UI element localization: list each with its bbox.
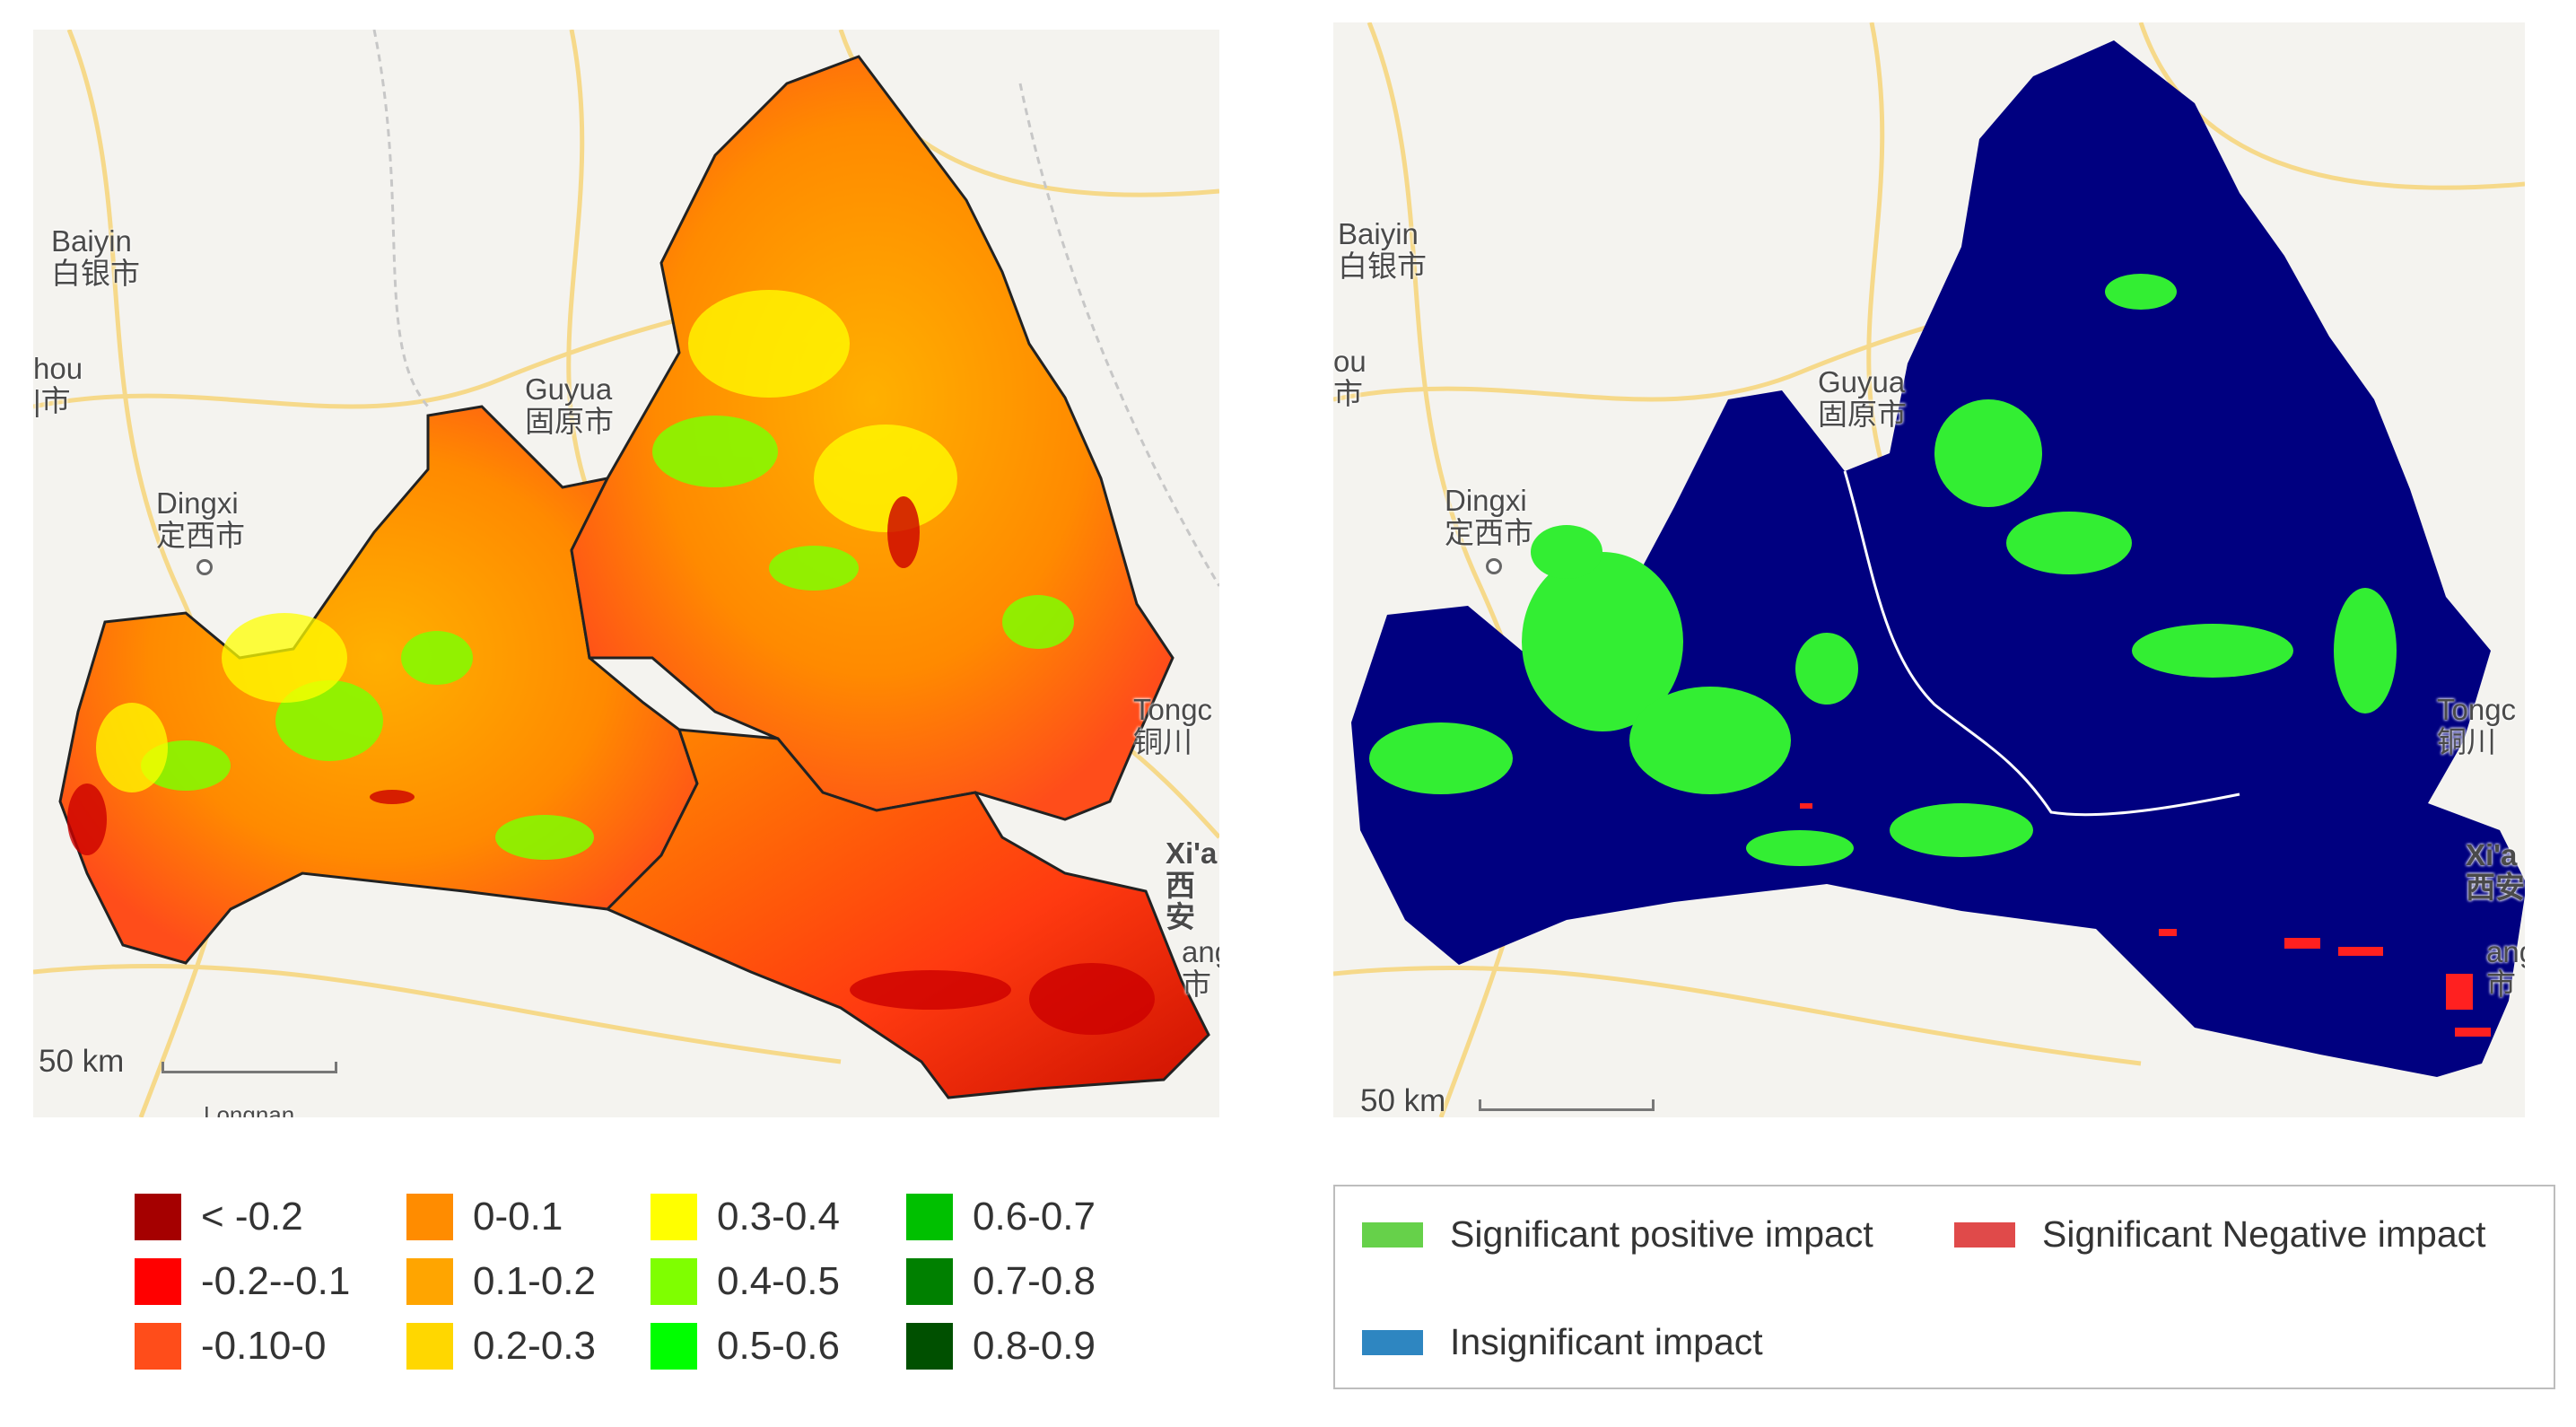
right-scale-label: 50 km bbox=[1360, 1083, 1446, 1117]
legend-item: 0.6-0.7 bbox=[906, 1194, 1096, 1240]
legend-swatch bbox=[1362, 1329, 1423, 1355]
legend-swatch bbox=[135, 1194, 181, 1240]
sub-basin-boundary bbox=[1843, 470, 2240, 817]
legend-swatch bbox=[135, 1258, 181, 1305]
legend-swatch bbox=[906, 1258, 953, 1305]
place-dingxi: Dingxi 定西市 bbox=[156, 486, 245, 552]
left-map-canvas bbox=[33, 30, 1219, 1117]
legend-swatch bbox=[406, 1323, 453, 1370]
right-map-panel: Baiyin 白银市 ou 市 Guyua 固原市 Dingxi 定西市 Tongc 铜川… bbox=[1333, 22, 2525, 1117]
place-xianyang: ang市 bbox=[1182, 935, 1219, 1001]
legend-item-negative: Significant Negative impact bbox=[1954, 1213, 2486, 1256]
legend-item-positive: Significant positive impact bbox=[1362, 1213, 1873, 1256]
place-baiyin: Baiyin 白银市 bbox=[51, 224, 140, 290]
left-scale-bar bbox=[162, 1062, 337, 1073]
legend-item: 0.3-0.4 bbox=[651, 1194, 840, 1240]
place-longnan-partial: Longnan bbox=[204, 1101, 295, 1117]
legend-item: 0.5-0.6 bbox=[651, 1323, 840, 1370]
left-map-panel: Baiyin 白银市 hou |市 Guyua 固原市 Dingxi 定西市 Tongc… bbox=[33, 30, 1219, 1117]
place-xian: Xi'a 西安 bbox=[2466, 838, 2525, 904]
legend-item: -0.10-0 bbox=[135, 1323, 326, 1370]
legend-item: 0-0.1 bbox=[406, 1194, 563, 1240]
legend-swatch bbox=[1954, 1221, 2015, 1248]
legend-item-insignificant: Insignificant impact bbox=[1362, 1321, 1763, 1363]
legend-item: 0.2-0.3 bbox=[406, 1323, 596, 1370]
legend-swatch bbox=[906, 1194, 953, 1240]
red-patches bbox=[67, 496, 1155, 1035]
positive-impact-patches bbox=[1369, 274, 2397, 866]
legend-swatch bbox=[906, 1323, 953, 1370]
borders bbox=[372, 30, 1219, 587]
legend-swatch bbox=[406, 1194, 453, 1240]
legend-item: < -0.2 bbox=[135, 1194, 303, 1240]
right-map-canvas bbox=[1333, 22, 2525, 1117]
legend-swatch bbox=[651, 1323, 697, 1370]
legend-swatch bbox=[406, 1258, 453, 1305]
place-tongchuan: Tongc 铜川 bbox=[1133, 693, 1213, 758]
right-scale-bar bbox=[1479, 1099, 1655, 1111]
legend-swatch bbox=[651, 1194, 697, 1240]
legend-item: -0.2--0.1 bbox=[135, 1258, 350, 1305]
dingxi-dot-icon bbox=[196, 559, 213, 575]
place-xianyang: ang市 bbox=[2486, 935, 2525, 1001]
legend-item: 0.1-0.2 bbox=[406, 1258, 596, 1305]
place-guyuan: Guyua 固原市 bbox=[525, 372, 614, 438]
dingxi-dot-icon bbox=[1486, 558, 1502, 574]
basin-dark bbox=[1351, 40, 2525, 1077]
right-legend: Significant positive impact Significant … bbox=[1333, 1185, 2555, 1389]
place-tongchuan: Tongc 铜川 bbox=[2437, 693, 2517, 758]
place-lanzhou: ou 市 bbox=[1333, 345, 1367, 410]
legend-item: 0.7-0.8 bbox=[906, 1258, 1096, 1305]
place-baiyin: Baiyin 白银市 bbox=[1338, 217, 1427, 283]
legend-item: 0.4-0.5 bbox=[651, 1258, 840, 1305]
negative-impact-patches bbox=[1800, 803, 2491, 1037]
legend-swatch bbox=[135, 1323, 181, 1370]
legend-item: 0.8-0.9 bbox=[906, 1323, 1096, 1370]
place-lanzhou: hou |市 bbox=[33, 352, 83, 417]
place-xian: Xi'a 西安 bbox=[1166, 836, 1218, 934]
yellow-patches bbox=[96, 290, 957, 792]
left-legend: < -0.2 -0.2--0.1 -0.10-0 0-0.1 0.1-0.2 0… bbox=[135, 1194, 1140, 1400]
left-scale-label: 50 km bbox=[39, 1044, 125, 1079]
place-guyuan: Guyua 固原市 bbox=[1818, 365, 1907, 431]
legend-swatch bbox=[651, 1258, 697, 1305]
place-dingxi: Dingxi 定西市 bbox=[1445, 484, 1533, 549]
legend-swatch bbox=[1362, 1221, 1423, 1248]
